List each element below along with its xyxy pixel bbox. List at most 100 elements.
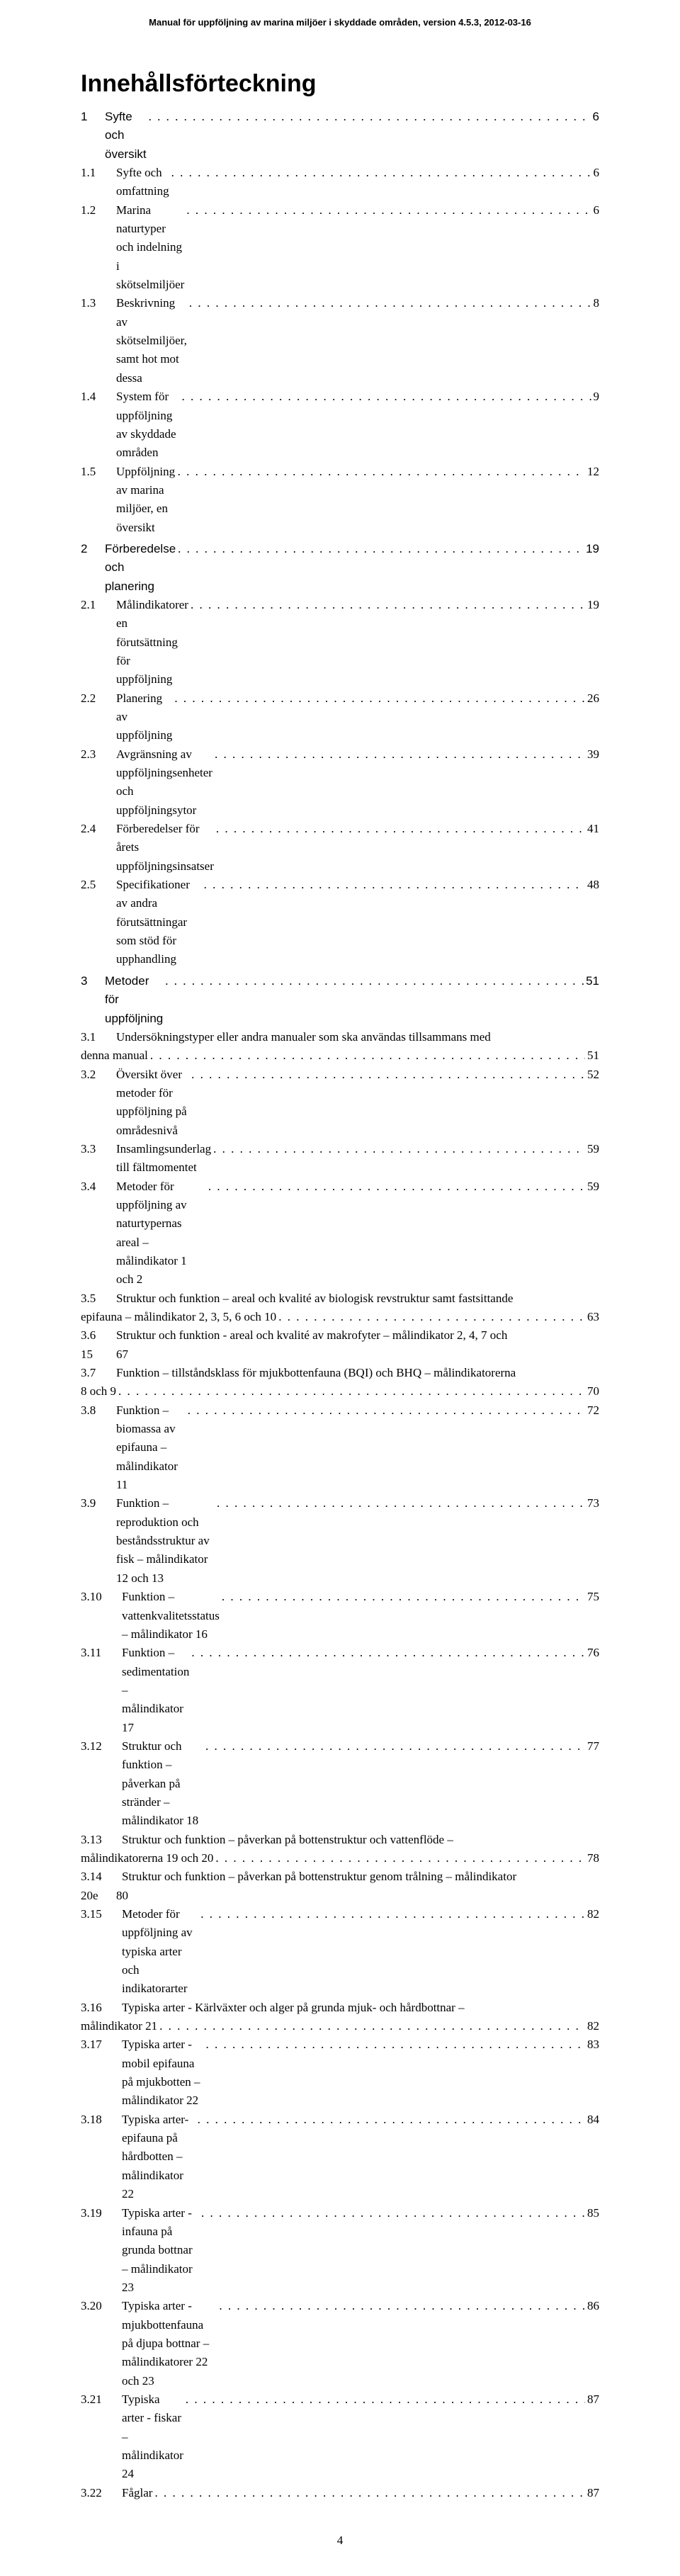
- toc-page: 6: [591, 108, 599, 126]
- toc-leaders: . . . . . . . . . . . . . . . . . . . . …: [199, 2204, 585, 2222]
- toc-entry-3-21[interactable]: 3.21 Typiska arter - fiskar – målindikat…: [81, 2390, 599, 2484]
- toc-entry-3-15[interactable]: 3.15 Metoder för uppföljning av typiska …: [81, 1905, 599, 1999]
- toc-number: 3.13: [81, 1831, 122, 1849]
- toc-page: 70: [585, 1382, 599, 1401]
- toc-page: 6: [591, 164, 600, 182]
- toc-entry-3-4[interactable]: 3.4 Metoder för uppföljning av naturtype…: [81, 1177, 599, 1289]
- toc-entry-3-6[interactable]: 3.6 Struktur och funktion - areal och kv…: [81, 1326, 599, 1364]
- toc-leaders: . . . . . . . . . . . . . . . . . . . . …: [188, 596, 585, 614]
- toc-page: 80: [116, 1887, 128, 1905]
- toc-entry-2-3[interactable]: 2.3 Avgränsning av uppföljningsenheter o…: [81, 745, 599, 820]
- page-number: 4: [81, 2533, 599, 2548]
- toc-page: 39: [585, 745, 599, 764]
- toc-entry-2-5[interactable]: 2.5 Specifikationer av andra förutsättni…: [81, 876, 599, 969]
- toc-label: Avgränsning av uppföljningsenheter och u…: [116, 745, 212, 820]
- toc-page: 19: [584, 540, 599, 558]
- toc-label: Funktion – sedimentation – målindikator …: [122, 1644, 189, 1737]
- toc-number: 3.4: [81, 1177, 116, 1196]
- toc-leaders: . . . . . . . . . . . . . . . . . . . . …: [214, 820, 585, 838]
- toc-number: 3.20: [81, 2297, 122, 2315]
- toc-entry-2-4[interactable]: 2.4 Förberedelser för årets uppföljnings…: [81, 820, 599, 876]
- toc-page: 84: [585, 2111, 599, 2129]
- toc-entry-3-14[interactable]: 3.14 Struktur och funktion – påverkan på…: [81, 1868, 599, 1905]
- toc-entry-3-12[interactable]: 3.12 Struktur och funktion – påverkan på…: [81, 1737, 599, 1831]
- toc-number: 3.21: [81, 2390, 122, 2409]
- toc-label: Struktur och funktion – areal och kvalit…: [116, 1289, 513, 1308]
- toc-entry-3-5[interactable]: 3.5 Struktur och funktion – areal och kv…: [81, 1289, 599, 1327]
- toc-entry-1-2[interactable]: 1.2 Marina naturtyper och indelning i sk…: [81, 201, 599, 295]
- toc-number: 1: [81, 108, 105, 126]
- toc-label: Målindikatorer en förutsättning för uppf…: [116, 596, 188, 689]
- toc-leaders: . . . . . . . . . . . . . . . . . . . . …: [189, 1644, 585, 1662]
- toc-label: Syfte och omfattning: [116, 164, 169, 201]
- toc-label: Förberedelse och planering: [105, 540, 176, 596]
- toc-label-cont: 15: [81, 1345, 116, 1364]
- toc-leaders: . . . . . . . . . . . . . . . . . . . . …: [176, 463, 585, 481]
- toc-number: 3.1: [81, 1028, 116, 1046]
- toc-leaders: . . . . . . . . . . . . . . . . . . . . …: [203, 1737, 585, 1756]
- toc-number: 3.12: [81, 1737, 122, 1756]
- toc-entry-3[interactable]: 3 Metoder för uppföljning . . . . . . . …: [81, 972, 599, 1028]
- toc-entry-2[interactable]: 2 Förberedelse och planering . . . . . .…: [81, 540, 599, 596]
- toc-entry-3-18[interactable]: 3.18 Typiska arter- epifauna på hårdbott…: [81, 2111, 599, 2204]
- toc-page: 26: [585, 689, 599, 708]
- toc-entry-1-5[interactable]: 1.5 Uppföljning av marina miljöer, en öv…: [81, 463, 599, 537]
- toc-label: Metoder för uppföljning av typiska arter…: [122, 1905, 198, 1999]
- toc-entry-3-2[interactable]: 3.2 Översikt över metoder för uppföljnin…: [81, 1066, 599, 1140]
- toc-entry-3-20[interactable]: 3.20 Typiska arter - mjukbottenfauna på …: [81, 2297, 599, 2390]
- toc-entry-3-8[interactable]: 3.8 Funktion – biomassa av epifauna – må…: [81, 1401, 599, 1495]
- toc-page: 82: [585, 2017, 599, 2035]
- toc-entry-3-22[interactable]: 3.22 Fåglar . . . . . . . . . . . . . . …: [81, 2484, 599, 2502]
- toc-label: Marina naturtyper och indelning i skötse…: [116, 201, 184, 295]
- toc-entry-1-1[interactable]: 1.1 Syfte och omfattning . . . . . . . .…: [81, 164, 599, 201]
- toc-entry-3-9[interactable]: 3.9 Funktion – reproduktion och bestånds…: [81, 1494, 599, 1588]
- toc-label: Struktur och funktion – påverkan på strä…: [122, 1737, 203, 1831]
- toc-leaders: . . . . . . . . . . . . . . . . . . . . …: [179, 388, 591, 406]
- toc-label: Typiska arter - fiskar – målindikator 24: [122, 2390, 183, 2484]
- toc-number: 3: [81, 972, 105, 990]
- toc-label: Typiska arter- epifauna på hårdbotten – …: [122, 2111, 196, 2204]
- toc-entry-1[interactable]: 1 Syfte och översikt . . . . . . . . . .…: [81, 108, 599, 164]
- toc-entry-3-17[interactable]: 3.17 Typiska arter - mobil epifauna på m…: [81, 2035, 599, 2110]
- toc-number: 3.15: [81, 1905, 122, 1923]
- toc-label-cont: epifauna – målindikator 2, 3, 5, 6 och 1…: [81, 1308, 276, 1326]
- toc-page: 19: [585, 596, 599, 614]
- toc-number: 1.4: [81, 388, 116, 406]
- toc-entry-3-3[interactable]: 3.3 Insamlingsunderlag till fältmomentet…: [81, 1140, 599, 1177]
- toc-entry-3-7[interactable]: 3.7 Funktion – tillståndsklass för mjukb…: [81, 1364, 599, 1401]
- toc-page: 51: [584, 972, 599, 990]
- toc-entry-2-2[interactable]: 2.2 Planering av uppföljning . . . . . .…: [81, 689, 599, 745]
- toc-number: 3.18: [81, 2111, 122, 2129]
- toc-leaders: . . . . . . . . . . . . . . . . . . . . …: [276, 1308, 585, 1326]
- toc-label: Specifikationer av andra förutsättningar…: [116, 876, 202, 969]
- toc-entry-3-13[interactable]: 3.13 Struktur och funktion – påverkan på…: [81, 1831, 599, 1868]
- toc-label: Funktion – tillståndsklass för mjukbotte…: [116, 1364, 516, 1382]
- toc-label: Undersökningstyper eller andra manualer …: [116, 1028, 491, 1046]
- toc-page: 9: [591, 388, 600, 406]
- toc-entry-3-1[interactable]: 3.1 Undersökningstyper eller andra manua…: [81, 1028, 599, 1066]
- toc-number: 2.1: [81, 596, 116, 614]
- toc-leaders: . . . . . . . . . . . . . . . . . . . . …: [169, 164, 591, 182]
- toc-label: System för uppföljning av skyddade områd…: [116, 388, 179, 462]
- toc-page: 72: [585, 1401, 599, 1420]
- toc-entry-3-16[interactable]: 3.16 Typiska arter - Kärlväxter och alge…: [81, 1999, 599, 2036]
- toc-entry-1-4[interactable]: 1.4 System för uppföljning av skyddade o…: [81, 388, 599, 462]
- toc-entry-3-19[interactable]: 3.19 Typiska arter - infauna på grunda b…: [81, 2204, 599, 2298]
- toc-label: Förberedelser för årets uppföljningsinsa…: [116, 820, 214, 876]
- toc-leaders: . . . . . . . . . . . . . . . . . . . . …: [147, 108, 591, 126]
- toc-page: 41: [585, 820, 599, 838]
- toc-page: 12: [585, 463, 599, 481]
- toc-page: 51: [585, 1046, 599, 1065]
- toc-leaders: . . . . . . . . . . . . . . . . . . . . …: [215, 1494, 585, 1513]
- toc-number: 3.19: [81, 2204, 122, 2222]
- toc-entry-1-3[interactable]: 1.3 Beskrivning av skötselmiljöer, samt …: [81, 294, 599, 388]
- toc-title: Innehållsförteckning: [81, 70, 599, 98]
- toc-page: 86: [585, 2297, 599, 2315]
- toc-number: 3.10: [81, 1588, 122, 1606]
- toc-number: 2.2: [81, 689, 116, 708]
- toc-leaders: . . . . . . . . . . . . . . . . . . . . …: [217, 2297, 585, 2315]
- toc-entry-2-1[interactable]: 2.1 Målindikatorer en förutsättning för …: [81, 596, 599, 689]
- toc-entry-3-11[interactable]: 3.11 Funktion – sedimentation – målindik…: [81, 1644, 599, 1737]
- toc-entry-3-10[interactable]: 3.10 Funktion – vattenkvalitetsstatus – …: [81, 1588, 599, 1644]
- toc-page: 82: [585, 1905, 599, 1923]
